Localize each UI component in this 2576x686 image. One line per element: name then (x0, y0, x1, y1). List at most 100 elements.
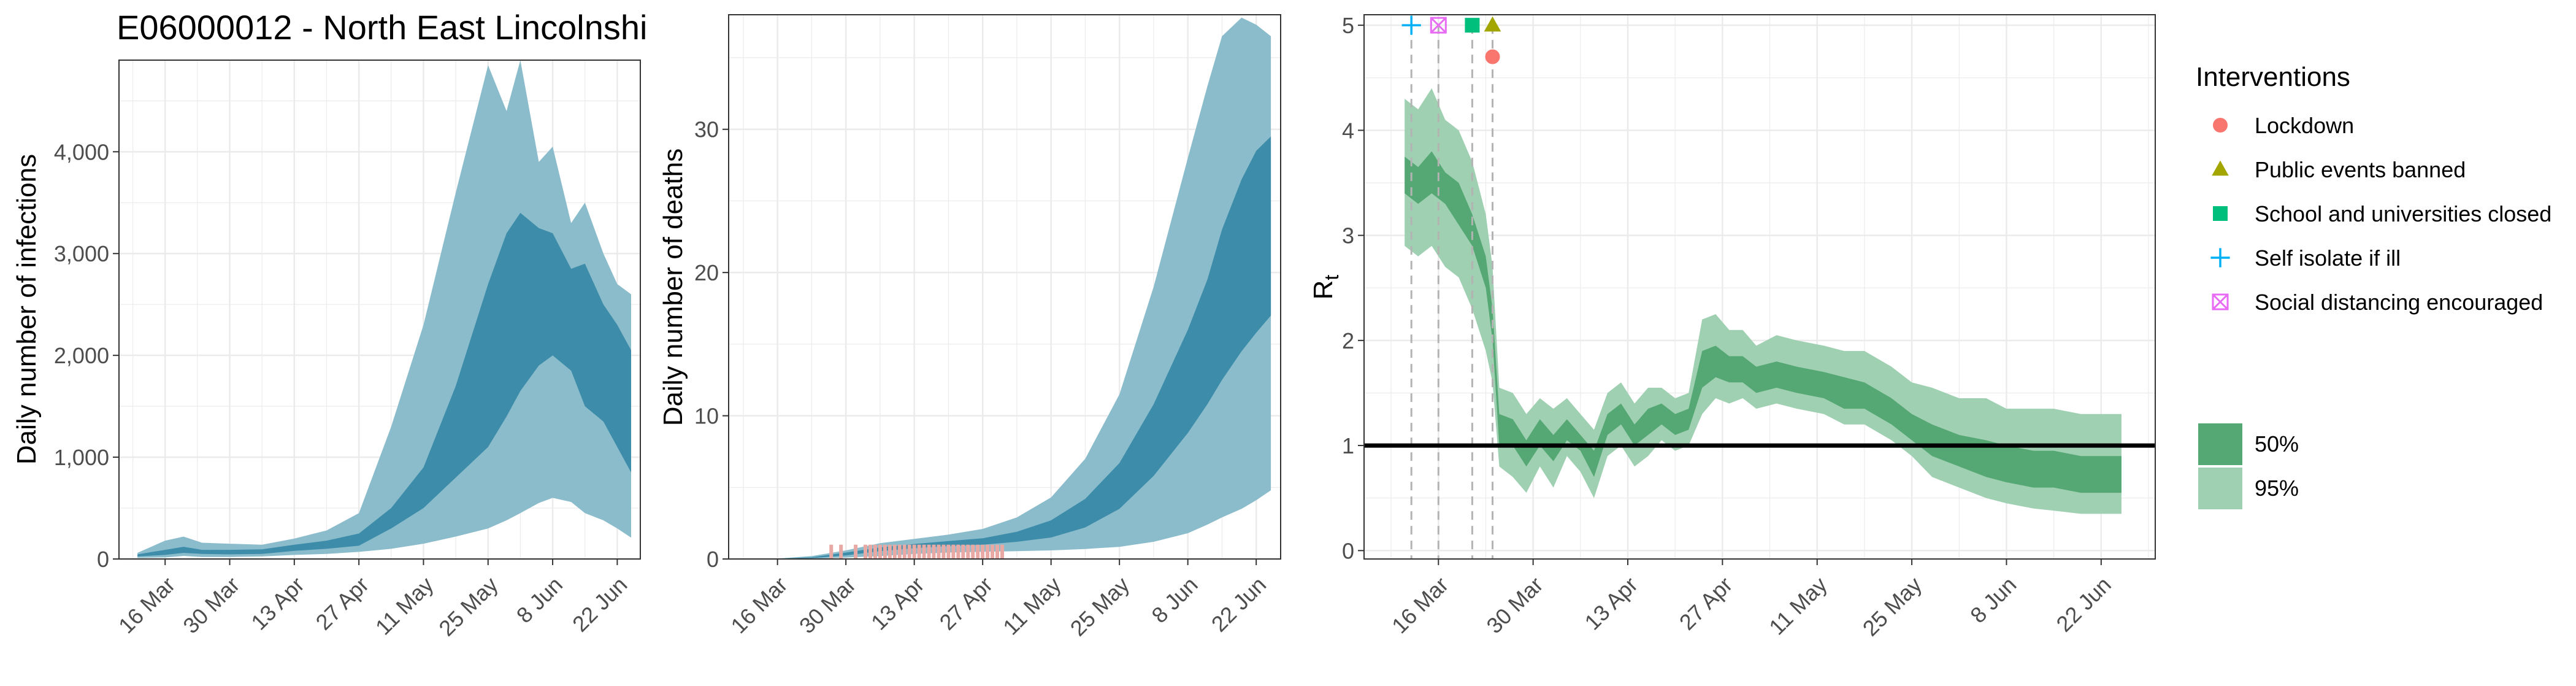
ci-50-band (748, 136, 1271, 559)
rt-intervention-markers (1401, 15, 1501, 64)
x-tick-label: 11 May (370, 572, 439, 640)
legend-marker (2213, 206, 2228, 221)
x-tick-label: 25 May (1858, 572, 1926, 641)
x-tick-label: 22 Jun (2051, 572, 2115, 636)
x-tick-label: 25 May (1065, 572, 1134, 641)
x-tick-label: 30 Mar (794, 572, 861, 638)
y-tick-label: 20 (694, 260, 719, 285)
legend-item-label: School and universities closed (2255, 201, 2551, 226)
deaths-panel: 0 10 20 30 16 Mar 30 Mar 13 Apr 27 Apr 11 May 25 … (658, 14, 1281, 641)
legend-item: Self isolate if ill (2210, 245, 2401, 271)
intervention-marker (1485, 49, 1500, 64)
infections-panel-border (118, 60, 641, 560)
rt-bands (1405, 88, 2122, 514)
intervention-marker (1484, 16, 1501, 32)
deaths-y-axis-label: Daily number of deaths (658, 148, 688, 426)
legend-marker (2212, 293, 2229, 310)
observed-death-bar (864, 544, 868, 559)
legend-item-label: Lockdown (2255, 113, 2354, 138)
observed-death-bar (971, 544, 975, 559)
x-tick-label: 13 Apr (1579, 572, 1643, 635)
rt-y-axis-label-sub: t (1321, 275, 1343, 280)
legend-title: Interventions (2196, 62, 2350, 92)
x-tick-label: 30 Mar (178, 572, 244, 638)
x-tick-label: 16 Mar (113, 572, 180, 638)
observed-death-bar (941, 544, 946, 559)
observed-death-bar (887, 544, 892, 559)
x-tick-label: 22 Jun (1206, 572, 1271, 636)
intervention-marker (1430, 17, 1447, 34)
observed-death-bar (932, 544, 936, 559)
infections-y-axis-label: Daily number of infections (12, 154, 42, 464)
observed-death-bar (907, 544, 911, 559)
y-tick-label: 30 (694, 117, 719, 142)
legend-ci-swatch (2198, 468, 2242, 509)
legend-item: Public events banned (2212, 157, 2466, 182)
observed-death-bar (951, 544, 956, 559)
observed-death-bar (854, 544, 858, 559)
observed-death-bar (868, 544, 872, 559)
observed-death-bar (873, 544, 877, 559)
observed-death-bar (961, 544, 965, 559)
x-tick-label: 22 Jun (567, 572, 632, 636)
deaths-panel-border (728, 14, 1281, 560)
observed-death-bar (883, 544, 887, 559)
y-tick-label: 10 (694, 404, 719, 429)
deaths-observed-bars (829, 544, 1005, 559)
x-tick-label: 11 May (1764, 572, 1832, 640)
legend-marker (2210, 248, 2230, 268)
ci-95-band (1405, 88, 2122, 514)
observed-death-bar (995, 544, 1000, 559)
y-tick-label: 2,000 (54, 343, 109, 368)
y-tick-label: 0 (707, 547, 719, 572)
legend-item-label: Public events banned (2255, 157, 2466, 182)
x-tick-label: 8 Jun (1146, 572, 1202, 628)
observed-death-bar (897, 544, 902, 559)
x-tick-label: 30 Mar (1481, 572, 1547, 638)
y-tick-label: 4,000 (54, 139, 109, 164)
intervention-marker (1401, 15, 1421, 35)
x-tick-label: 16 Mar (1387, 572, 1453, 638)
rt-axes: 0 1 2 3 4 5 16 Mar 30 Mar 13 Apr 27 Apr 11 May 25 M… (1342, 13, 2116, 641)
x-tick-label: 11 May (998, 572, 1066, 640)
legend: Interventions Lockdown Public events bann… (2196, 62, 2551, 509)
legend-item-label: Social distancing encouraged (2255, 290, 2543, 315)
x-tick-label: 16 Mar (726, 572, 792, 638)
legend-item: School and universities closed (2213, 201, 2551, 226)
observed-death-bar (839, 544, 843, 559)
x-tick-label: 27 Apr (935, 572, 998, 635)
y-tick-label: 0 (97, 547, 109, 572)
y-tick-label: 0 (1342, 538, 1354, 563)
x-tick-label: 13 Apr (866, 572, 929, 635)
ci-50-band (1405, 151, 2122, 493)
x-tick-label: 25 May (434, 572, 502, 641)
infections-bands (137, 60, 632, 558)
observed-death-bar (986, 544, 990, 559)
observed-death-bar (912, 544, 916, 559)
legend-intervention-items: Lockdown Public events banned School and u… (2210, 113, 2551, 315)
chart-title: E06000012 - North East Lincolnshi (117, 8, 647, 47)
legend-ci-label: 95% (2255, 476, 2299, 501)
x-tick-label: 8 Jun (512, 572, 567, 628)
x-tick-label: 27 Apr (1674, 572, 1738, 635)
observed-death-bar (829, 544, 834, 559)
rt-y-axis-label: Rt (1308, 275, 1343, 300)
observed-death-bar (902, 544, 907, 559)
y-tick-label: 3 (1342, 223, 1354, 249)
x-tick-label: 27 Apr (311, 572, 374, 635)
y-tick-label: 1 (1342, 433, 1354, 458)
observed-death-bar (1000, 544, 1005, 559)
y-tick-label: 1,000 (54, 445, 109, 470)
y-tick-label: 5 (1342, 13, 1354, 38)
observed-death-bar (956, 544, 960, 559)
observed-death-bar (892, 544, 897, 559)
legend-item: Lockdown (2213, 113, 2354, 138)
observed-death-bar (878, 544, 882, 559)
observed-death-bar (927, 544, 931, 559)
observed-death-bar (966, 544, 970, 559)
rt-y-axis-label-main: R (1308, 280, 1338, 300)
ci-95-band (137, 60, 632, 558)
